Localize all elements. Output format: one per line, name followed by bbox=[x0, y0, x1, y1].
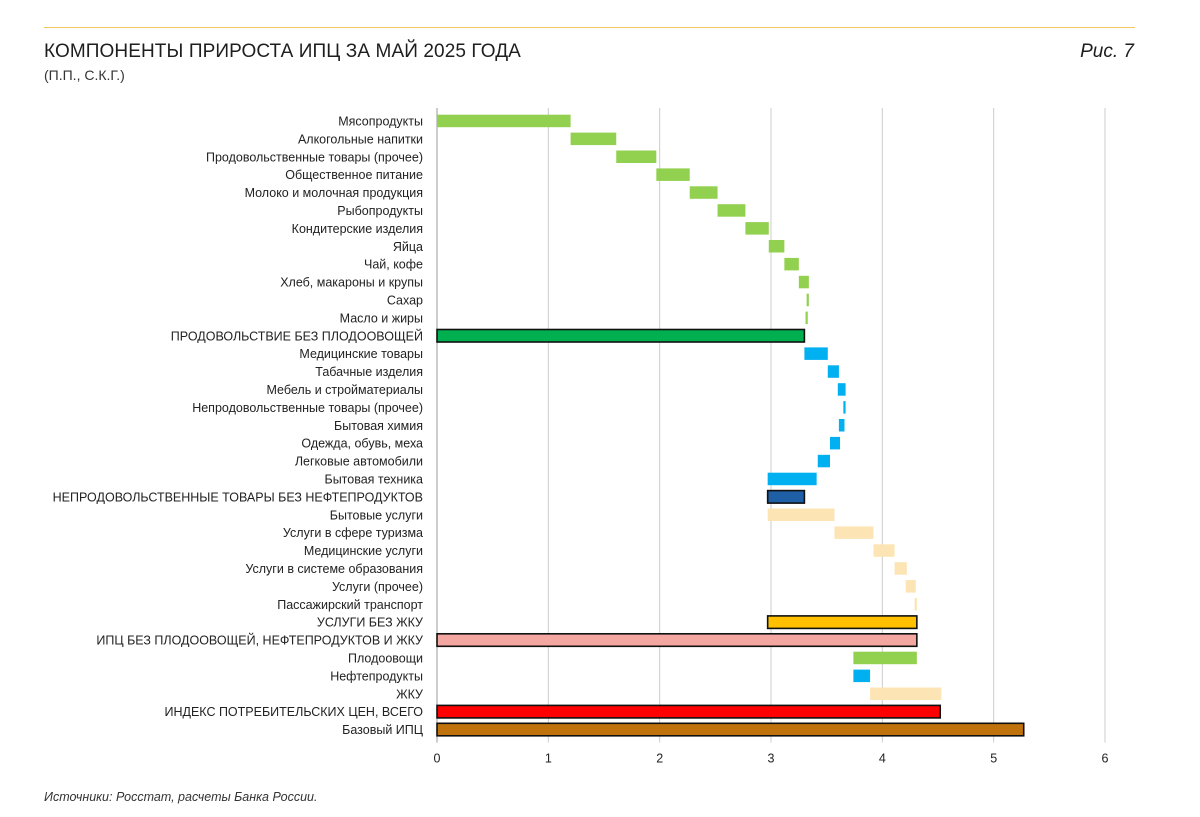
category-label: Мясопродукты bbox=[338, 114, 423, 128]
bar bbox=[834, 526, 874, 539]
category-label: УСЛУГИ БЕЗ ЖКУ bbox=[317, 616, 423, 630]
bar bbox=[570, 132, 617, 146]
chart-subtitle: (П.П., С.К.Г.) bbox=[44, 67, 125, 83]
x-axis-ticks: 0 1 2 3 4 5 6 bbox=[434, 752, 1109, 766]
bar bbox=[616, 150, 657, 163]
bar bbox=[806, 293, 809, 307]
bar bbox=[766, 615, 918, 630]
chart-title: КОМПОНЕНТЫ ПРИРОСТА ИПЦ ЗА МАЙ 2025 ГОДА bbox=[44, 41, 521, 62]
bar bbox=[853, 669, 871, 683]
bar bbox=[817, 454, 831, 468]
x-tick-label: 1 bbox=[545, 752, 552, 766]
category-label: Яйца bbox=[393, 240, 423, 254]
category-label: Бытовая химия bbox=[334, 419, 423, 433]
category-label: Плодоовощи bbox=[348, 651, 423, 665]
bar bbox=[838, 419, 845, 432]
category-label: Бытовая техника bbox=[324, 472, 423, 486]
x-tick-label: 2 bbox=[656, 752, 663, 766]
bar bbox=[767, 508, 835, 521]
bar bbox=[436, 704, 942, 719]
category-label: ЖКУ bbox=[396, 687, 423, 701]
bar bbox=[689, 186, 718, 199]
bar bbox=[870, 687, 942, 700]
bar bbox=[804, 347, 828, 360]
bar bbox=[837, 383, 846, 396]
category-label: Хлеб, макароны и крупы bbox=[280, 276, 423, 290]
category-label: Алкогольные напитки bbox=[298, 132, 423, 146]
category-label: ИПЦ БЕЗ ПЛОДООВОЩЕЙ, НЕФТЕПРОДУКТОВ И ЖК… bbox=[96, 633, 423, 648]
x-tick-label: 6 bbox=[1102, 752, 1109, 766]
category-label: ПРОДОВОЛЬСТВИЕ БЕЗ ПЛОДООВОЩЕЙ bbox=[171, 328, 423, 343]
category-label: Нефтепродукты bbox=[330, 669, 423, 683]
bar bbox=[745, 222, 769, 235]
category-label: НЕПРОДОВОЛЬСТВЕННЫЕ ТОВАРЫ БЕЗ НЕФТЕПРОД… bbox=[53, 490, 423, 504]
bar bbox=[873, 544, 895, 557]
figure-label: Рис. 7 bbox=[1080, 41, 1134, 62]
category-label: Рыбопродукты bbox=[337, 204, 423, 218]
bar bbox=[436, 722, 1025, 737]
category-label: Мебель и стройматериалы bbox=[267, 383, 424, 397]
category-label: Одежда, обувь, меха bbox=[301, 437, 423, 451]
bar bbox=[905, 580, 916, 593]
category-label: Услуги (прочее) bbox=[332, 580, 423, 594]
source-note: Источники: Росстат, расчеты Банка России… bbox=[44, 790, 318, 804]
category-label: Пассажирский транспорт bbox=[277, 598, 423, 612]
bar bbox=[437, 114, 571, 128]
category-label: Табачные изделия bbox=[315, 365, 423, 379]
bar bbox=[717, 204, 746, 217]
bar bbox=[805, 311, 808, 325]
bars-layer bbox=[436, 114, 1025, 737]
bar bbox=[830, 436, 841, 450]
x-tick-label: 0 bbox=[434, 752, 441, 766]
x-tick-label: 3 bbox=[768, 752, 775, 766]
top-rule bbox=[44, 27, 1135, 28]
category-label: Легковые автомобили bbox=[295, 455, 423, 469]
category-label: Кондитерские изделия bbox=[292, 222, 423, 236]
category-label: Бытовые услуги bbox=[330, 508, 423, 522]
category-label: Продовольственные товары (прочее) bbox=[206, 150, 423, 164]
bar bbox=[914, 598, 917, 611]
bar bbox=[894, 562, 907, 575]
category-label: Масло и жиры bbox=[340, 311, 423, 325]
category-label: ИНДЕКС ПОТРЕБИТЕЛЬСКИХ ЦЕН, ВСЕГО bbox=[164, 705, 423, 719]
category-label: Услуги в системе образования bbox=[245, 562, 423, 576]
bar bbox=[766, 489, 806, 504]
category-label: Молоко и молочная продукция bbox=[245, 186, 423, 200]
bar bbox=[798, 275, 809, 289]
bar bbox=[827, 365, 839, 378]
category-label: Медицинские услуги bbox=[304, 544, 423, 558]
bar bbox=[436, 328, 806, 343]
category-label: Базовый ИПЦ bbox=[342, 723, 424, 737]
bar bbox=[436, 632, 918, 648]
category-label: Непродовольственные товары (прочее) bbox=[192, 401, 423, 415]
category-label: Общественное питание bbox=[285, 168, 423, 182]
grid-layer bbox=[436, 108, 1106, 743]
bar bbox=[784, 257, 799, 271]
bar bbox=[843, 401, 846, 414]
category-label: Услуги в сфере туризма bbox=[283, 526, 423, 540]
bar bbox=[656, 168, 690, 181]
bar bbox=[853, 651, 917, 665]
category-label: Медицинские товары bbox=[299, 347, 423, 361]
bar bbox=[767, 472, 817, 486]
category-label: Сахар bbox=[387, 293, 423, 307]
x-tick-label: 5 bbox=[990, 752, 997, 766]
bar bbox=[768, 240, 785, 253]
x-tick-label: 4 bbox=[879, 752, 886, 766]
category-labels: Мясопродукты Алкогольные напитки Продоволь… bbox=[53, 114, 424, 737]
category-label: Чай, кофе bbox=[364, 258, 423, 272]
